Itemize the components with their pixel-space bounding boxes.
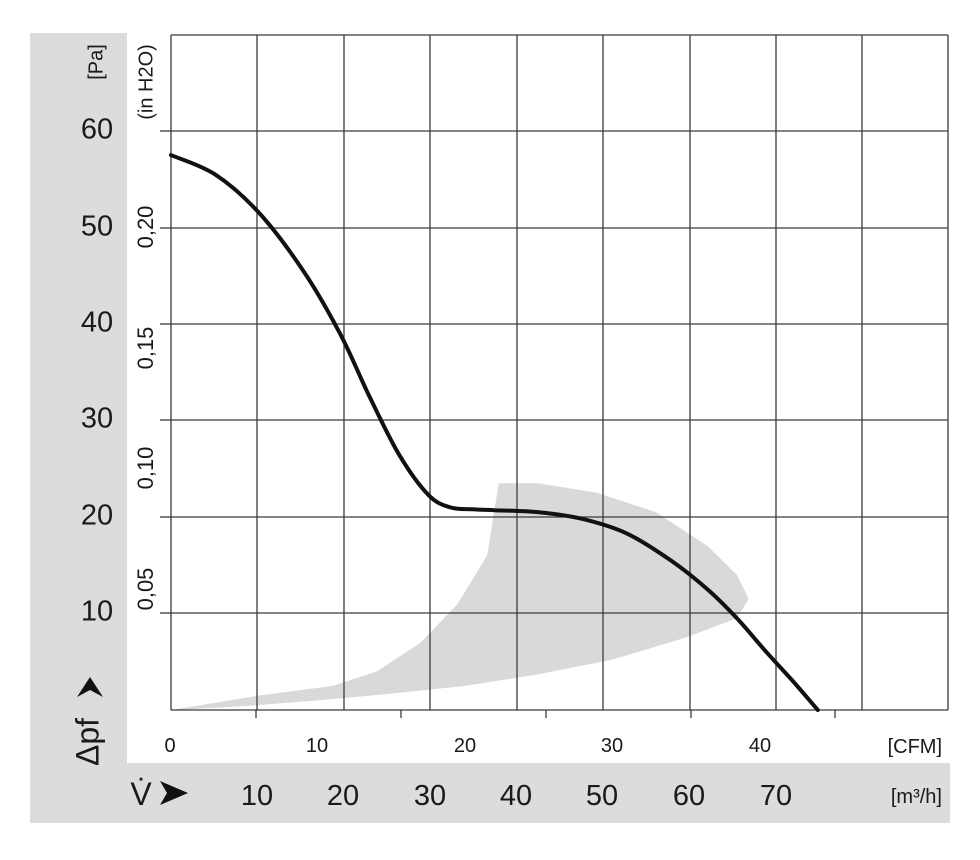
inh2o-tick-label: 0,20 bbox=[133, 206, 158, 249]
cfm-tick-label: 40 bbox=[749, 735, 771, 757]
cfm-tick-label: 0 bbox=[164, 735, 175, 757]
x-axis-title: V̇ bbox=[130, 776, 152, 812]
m3h-tick-label: 70 bbox=[760, 780, 792, 812]
m3h-tick-labels: 10 20 30 40 50 60 70 bbox=[241, 780, 792, 812]
cfm-unit-label: [CFM] bbox=[888, 736, 942, 758]
cfm-tick-label: 20 bbox=[454, 735, 476, 757]
inh2o-tick-label: 0,10 bbox=[133, 447, 158, 490]
pa-tick-label: 10 bbox=[81, 596, 113, 628]
m3h-unit-label: [m³/h] bbox=[891, 786, 942, 808]
pa-tick-label: 30 bbox=[81, 403, 113, 435]
inh2o-tick-label: 0,05 bbox=[133, 568, 158, 611]
inh2o-tick-labels: 0,05 0,10 0,15 0,20 bbox=[133, 206, 158, 611]
m3h-tick-label: 40 bbox=[500, 780, 532, 812]
pa-tick-label: 60 bbox=[81, 114, 113, 146]
m3h-tick-label: 60 bbox=[673, 780, 705, 812]
cfm-tick-label: 10 bbox=[306, 735, 328, 757]
m3h-tick-label: 30 bbox=[414, 780, 446, 812]
inh2o-tick-label: 0,15 bbox=[133, 327, 158, 370]
fan-curve-series bbox=[169, 153, 820, 712]
cfm-tick-label: 30 bbox=[601, 735, 623, 757]
inh2o-unit-label: (in H2O) bbox=[135, 44, 157, 120]
x-axis-arrow-icon bbox=[160, 781, 188, 805]
cfm-tick-labels: 0 10 20 30 40 bbox=[164, 735, 771, 757]
pa-tick-labels: 10 20 30 40 50 60 bbox=[81, 114, 113, 628]
pa-tick-label: 50 bbox=[81, 211, 113, 243]
y-axis-title: Δpf bbox=[69, 718, 105, 766]
m3h-tick-label: 50 bbox=[586, 780, 618, 812]
y-axis-arrow-icon bbox=[77, 677, 103, 697]
pa-tick-label: 20 bbox=[81, 500, 113, 532]
m3h-tick-label: 10 bbox=[241, 780, 273, 812]
pa-tick-label: 40 bbox=[81, 307, 113, 339]
operating-region-area bbox=[171, 483, 749, 710]
pa-unit-label: [Pa] bbox=[85, 44, 107, 80]
m3h-tick-label: 20 bbox=[327, 780, 359, 812]
left-gray-panel bbox=[30, 33, 127, 823]
